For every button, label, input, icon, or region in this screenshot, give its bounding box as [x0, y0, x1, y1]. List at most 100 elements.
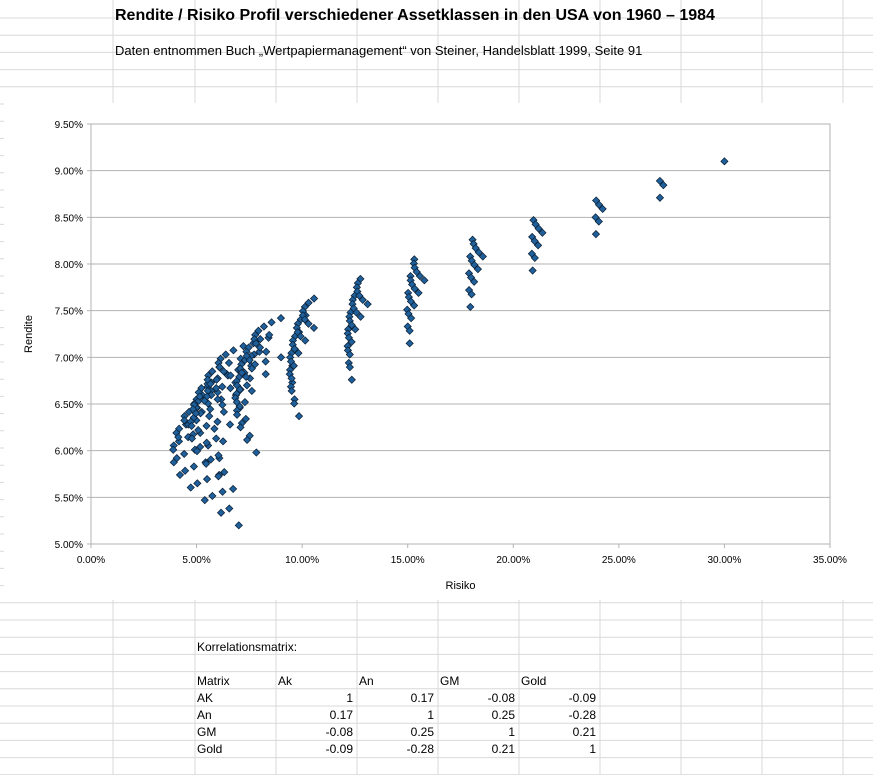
scatter-point	[261, 370, 270, 379]
scatter-point	[232, 410, 242, 419]
scatter-series	[169, 157, 729, 530]
matrix-value-cell: 1	[427, 708, 434, 722]
scatter-point	[528, 266, 537, 275]
scatter-point	[247, 386, 256, 396]
scatter-point	[216, 508, 226, 517]
x-tick-label: 25.00%	[602, 555, 636, 566]
y-tick-label: 5.00%	[55, 540, 83, 551]
scatter-point	[276, 314, 286, 323]
scatter-point	[659, 181, 668, 190]
matrix-header-cell: Ak	[278, 674, 293, 688]
matrix-row-label: Gold	[197, 742, 223, 756]
scatter-point	[300, 315, 309, 324]
scatter-point	[237, 368, 246, 377]
matrix-value-cell: 0.21	[572, 725, 596, 739]
matrix-value-cell: 0.17	[410, 691, 434, 705]
scatter-point	[210, 424, 219, 433]
scatter-point	[180, 466, 190, 475]
scatter-point	[202, 459, 211, 468]
scatter-point	[259, 322, 269, 331]
x-tick-label: 10.00%	[285, 555, 319, 566]
scatter-point	[186, 483, 195, 492]
scatter-point	[202, 475, 212, 484]
scatter-point	[410, 301, 419, 310]
matrix-row-label: GM	[197, 725, 217, 739]
matrix-value-cell: 0.17	[329, 708, 353, 722]
scatter-point	[294, 412, 304, 421]
scatter-point	[214, 472, 223, 481]
scatter-point	[189, 462, 198, 471]
scatter-point	[235, 385, 244, 394]
scatter-point	[218, 400, 227, 410]
scatter-point	[194, 426, 203, 435]
scatter-point	[218, 487, 227, 496]
scatter-point	[309, 323, 319, 333]
scatter-point	[218, 382, 227, 391]
scatter-point	[255, 347, 264, 356]
scatter-point	[363, 300, 372, 309]
scatter-point	[598, 204, 607, 214]
y-tick-label: 9.00%	[55, 167, 83, 178]
scatter-point	[347, 375, 356, 384]
x-tick-label: 5.00%	[182, 555, 210, 566]
scatter-point	[206, 405, 215, 414]
matrix-header-cell: Gold	[521, 674, 547, 688]
scatter-point	[473, 265, 482, 274]
scatter-point	[256, 335, 265, 344]
matrix-value-cell: -0.09	[325, 742, 353, 756]
scatter-point	[180, 449, 189, 459]
scatter-point	[212, 434, 221, 443]
scatter-point	[169, 445, 178, 454]
y-tick-label: 5.50%	[55, 493, 83, 504]
scatter-point	[232, 398, 241, 407]
scatter-point	[192, 447, 202, 456]
scatter-point	[345, 350, 354, 359]
scatter-point	[250, 360, 260, 369]
scatter-point	[191, 409, 200, 418]
scatter-point	[215, 363, 224, 372]
y-tick-label: 6.50%	[55, 400, 83, 411]
scatter-point	[202, 421, 211, 431]
scatter-point	[174, 437, 184, 446]
scatter-point	[290, 399, 299, 408]
scatter-point	[225, 504, 234, 513]
scatter-point	[226, 371, 235, 380]
matrix-header-cell: Matrix	[197, 674, 230, 688]
matrix-value-cell: -0.09	[568, 691, 596, 705]
scatter-point	[242, 381, 252, 390]
scatter-point	[221, 350, 230, 359]
scatter-point	[304, 298, 313, 307]
scatter-point	[405, 326, 414, 335]
scatter-point	[267, 318, 276, 327]
scatter-point	[212, 375, 221, 384]
y-tick-label: 7.00%	[55, 353, 83, 364]
matrix-value-cell: -0.28	[568, 708, 596, 722]
scatter-point	[218, 437, 228, 446]
scatter-point	[276, 353, 286, 362]
scatter-point	[720, 157, 729, 166]
scatter-point	[534, 224, 543, 233]
scatter-point	[345, 363, 354, 372]
scatter-point	[347, 337, 356, 347]
scatter-point	[304, 319, 313, 328]
scatter-point	[405, 339, 414, 348]
scatter-point	[229, 346, 238, 355]
scatter-point	[287, 374, 296, 383]
matrix-value-cell: 1	[346, 691, 353, 705]
scatter-point	[224, 358, 234, 368]
scatter-point	[538, 228, 547, 237]
scatter-point	[208, 491, 217, 501]
scatter-point	[219, 367, 228, 376]
scatter-point	[206, 379, 215, 389]
sheet-source-note: Daten entnommen Buch „Wertpapiermanageme…	[115, 43, 643, 58]
scatter-point	[265, 330, 274, 340]
matrix-value-cell: -0.08	[487, 691, 515, 705]
scatter-point	[414, 288, 423, 298]
scatter-point	[241, 414, 250, 424]
scatter-point	[195, 392, 204, 401]
y-tick-label: 7.50%	[55, 307, 83, 318]
x-tick-label: 0.00%	[77, 555, 105, 566]
matrix-value-cell: -0.28	[406, 742, 434, 756]
scatter-point	[470, 277, 479, 286]
scatter-chart[interactable]: 5.00% 5.50% 6.00% 6.50% 7.00% 7.50% 8.00% 8.50%…	[4, 103, 873, 600]
